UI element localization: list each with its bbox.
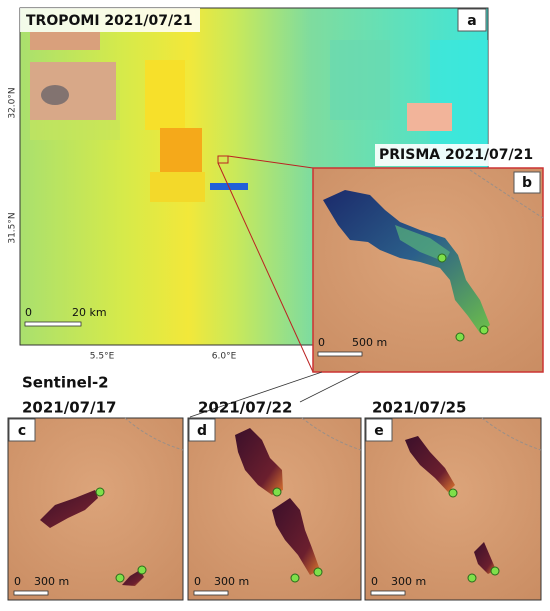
source-point: [455, 332, 465, 342]
label-box: [188, 418, 216, 442]
panel-letter: b: [522, 175, 532, 191]
plume: [235, 428, 283, 495]
road: [469, 169, 544, 219]
source-point: [272, 487, 282, 497]
sentinel-map: [364, 417, 542, 601]
scale-bar: [24, 321, 82, 327]
lat-tick: 31.5°N: [8, 212, 18, 243]
plume: [405, 436, 455, 492]
road: [481, 417, 542, 451]
label-box: [8, 418, 36, 442]
road: [124, 417, 184, 451]
zoom-line: [227, 155, 314, 169]
panel-letter: d: [197, 423, 207, 439]
source-point: [467, 573, 477, 583]
image-patch: [41, 85, 69, 105]
panel-letter: c: [18, 423, 26, 439]
label-box: [375, 144, 541, 166]
scale-length: 300 m: [214, 575, 249, 588]
zoom-box: [217, 155, 229, 164]
scale-bar: [317, 351, 363, 357]
scale-zero: 0: [14, 575, 21, 588]
pixel-block: [330, 40, 390, 120]
source-point: [95, 487, 105, 497]
road: [301, 417, 362, 451]
panel-title: PRISMA 2021/07/21: [379, 147, 533, 163]
pixel-block: [145, 60, 185, 130]
label-box: [457, 8, 487, 32]
scale-zero: 0: [25, 306, 32, 319]
section-title: Sentinel-2: [22, 374, 109, 392]
scale-length: 20 km: [72, 306, 107, 319]
source-point: [437, 253, 447, 263]
scale-length: 300 m: [391, 575, 426, 588]
plume: [272, 498, 320, 575]
panel-title: TROPOMI 2021/07/21: [26, 13, 193, 29]
label-box: [365, 418, 393, 442]
label-box: [20, 8, 200, 32]
scale-zero: 0: [371, 575, 378, 588]
plume: [474, 542, 496, 574]
source-point: [313, 567, 323, 577]
lon-tick: 5.5°E: [90, 352, 115, 362]
panel-letter: e: [374, 423, 384, 439]
source-point: [448, 488, 458, 498]
image-patch: [30, 32, 100, 50]
plume: [122, 570, 144, 586]
scale-zero: 0: [194, 575, 201, 588]
plume-core: [395, 225, 450, 262]
sentinel-map: [7, 417, 184, 601]
panel-date: 2021/07/17: [22, 399, 116, 417]
label-box: [513, 171, 541, 194]
source-point: [479, 325, 489, 335]
scale-length: 500 m: [352, 336, 387, 349]
source-point: [115, 573, 125, 583]
zoom-line: [299, 371, 361, 403]
pixel-block: [160, 128, 202, 173]
panel-date: 2021/07/25: [372, 399, 466, 417]
plume: [323, 190, 490, 333]
scale-bar: [370, 590, 406, 596]
sentinel-panels: 2021/07/17 2021/07/22 2021/07/25 c d e 0…: [7, 399, 542, 601]
image-patch: [407, 103, 452, 131]
source-point: [290, 573, 300, 583]
scale-length: 300 m: [34, 575, 69, 588]
scale-zero: 0: [318, 336, 325, 349]
pixel-block: [150, 172, 205, 202]
source-point: [137, 565, 147, 575]
panel-date: 2021/07/22: [198, 399, 292, 417]
panel-letter: a: [467, 13, 476, 29]
source-point: [490, 566, 500, 576]
panel-b: PRISMA 2021/07/21 b 0 500 m: [189, 144, 544, 418]
zoom-line: [189, 371, 323, 418]
lat-tick: 32.0°N: [8, 87, 18, 118]
scale-bar: [193, 590, 229, 596]
zoom-line: [217, 162, 314, 373]
plume: [40, 490, 98, 528]
lon-tick: 6.0°E: [212, 352, 237, 362]
scale-bar: [13, 590, 49, 596]
